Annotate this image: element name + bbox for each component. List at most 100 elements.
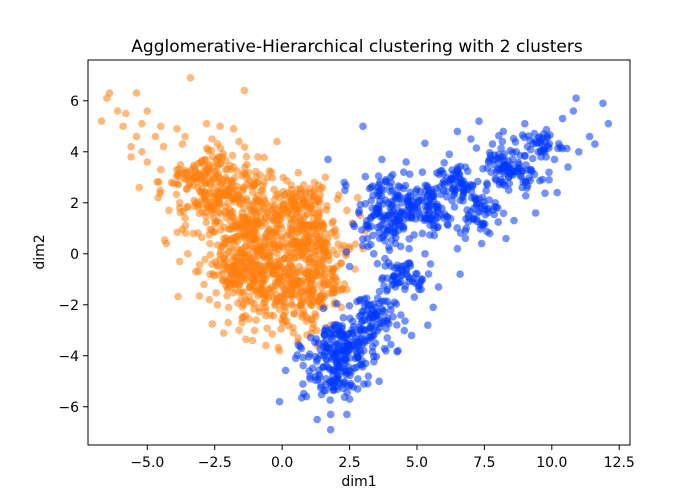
data-point (229, 125, 238, 133)
x-tick-label: 2.5 (338, 455, 360, 471)
x-tick-label: −2.5 (198, 455, 232, 471)
data-point (240, 163, 249, 172)
data-point (220, 260, 229, 269)
data-point (299, 380, 307, 388)
data-point (278, 318, 287, 327)
data-point (338, 357, 346, 366)
data-point (254, 220, 263, 229)
data-point (312, 247, 321, 255)
data-point (434, 203, 443, 211)
data-point (228, 245, 237, 254)
data-point (230, 263, 239, 271)
data-point (572, 94, 580, 102)
data-point (245, 169, 253, 177)
data-point (545, 168, 553, 177)
data-point (410, 293, 419, 301)
data-point (175, 199, 184, 207)
data-point (202, 212, 210, 221)
data-point (250, 326, 259, 335)
data-point (209, 270, 217, 278)
data-point (189, 229, 197, 238)
data-point (216, 226, 225, 234)
data-point (321, 341, 330, 350)
data-point (213, 197, 222, 205)
data-point (225, 185, 233, 193)
data-point (351, 240, 360, 248)
data-point (261, 219, 270, 228)
y-axis-label: dim2 (32, 234, 48, 269)
data-point (378, 155, 386, 164)
data-point (279, 312, 288, 320)
data-point (514, 158, 523, 167)
data-point (368, 343, 377, 351)
data-point (442, 193, 451, 201)
data-point (228, 176, 236, 185)
data-point (235, 326, 243, 335)
data-point (433, 213, 442, 222)
data-point (375, 180, 383, 189)
data-point (478, 193, 487, 202)
data-point (138, 119, 146, 128)
data-point (331, 289, 339, 297)
data-point (558, 114, 567, 123)
data-point (341, 365, 349, 374)
data-point (369, 191, 377, 200)
data-point (211, 167, 220, 176)
data-point (437, 190, 445, 199)
data-point (339, 313, 348, 322)
data-point (380, 344, 389, 353)
data-point (426, 214, 435, 222)
data-point (273, 137, 281, 146)
data-point (386, 225, 394, 234)
data-point (599, 99, 607, 108)
data-point (208, 202, 217, 210)
data-point (430, 231, 439, 240)
data-point (461, 227, 470, 235)
data-point (354, 209, 363, 217)
data-point (291, 354, 300, 363)
data-point (550, 155, 559, 164)
data-point (499, 209, 508, 218)
data-point (384, 199, 393, 207)
data-point (227, 208, 235, 217)
data-point (235, 137, 243, 146)
data-point (502, 234, 510, 243)
data-point (273, 210, 282, 219)
data-point (122, 109, 130, 118)
data-point (151, 132, 160, 141)
data-point (317, 390, 326, 399)
data-point (192, 171, 200, 180)
data-point (521, 119, 529, 128)
data-point (251, 285, 259, 293)
data-point (241, 265, 249, 274)
data-point (440, 214, 448, 222)
data-point (383, 334, 392, 342)
data-point (346, 354, 354, 362)
data-point (383, 314, 392, 322)
data-point (208, 320, 217, 328)
data-point (424, 270, 433, 278)
data-point (530, 129, 539, 138)
data-point (345, 262, 354, 271)
x-axis-label: dim1 (341, 474, 376, 490)
data-point (369, 231, 377, 240)
data-point (331, 281, 340, 290)
data-point (268, 206, 276, 214)
data-point (442, 187, 451, 195)
data-point (334, 345, 343, 354)
data-point (385, 246, 394, 254)
data-point (317, 268, 326, 276)
data-point (195, 292, 204, 300)
data-point (297, 344, 306, 353)
data-point (364, 379, 372, 388)
data-point (381, 262, 390, 270)
data-point (315, 195, 323, 203)
data-point (361, 172, 370, 181)
data-point (205, 173, 214, 182)
data-point (173, 170, 182, 179)
data-point (313, 415, 322, 424)
data-point (269, 270, 277, 278)
data-point (264, 233, 273, 241)
data-point (213, 139, 222, 148)
data-point (181, 229, 190, 237)
